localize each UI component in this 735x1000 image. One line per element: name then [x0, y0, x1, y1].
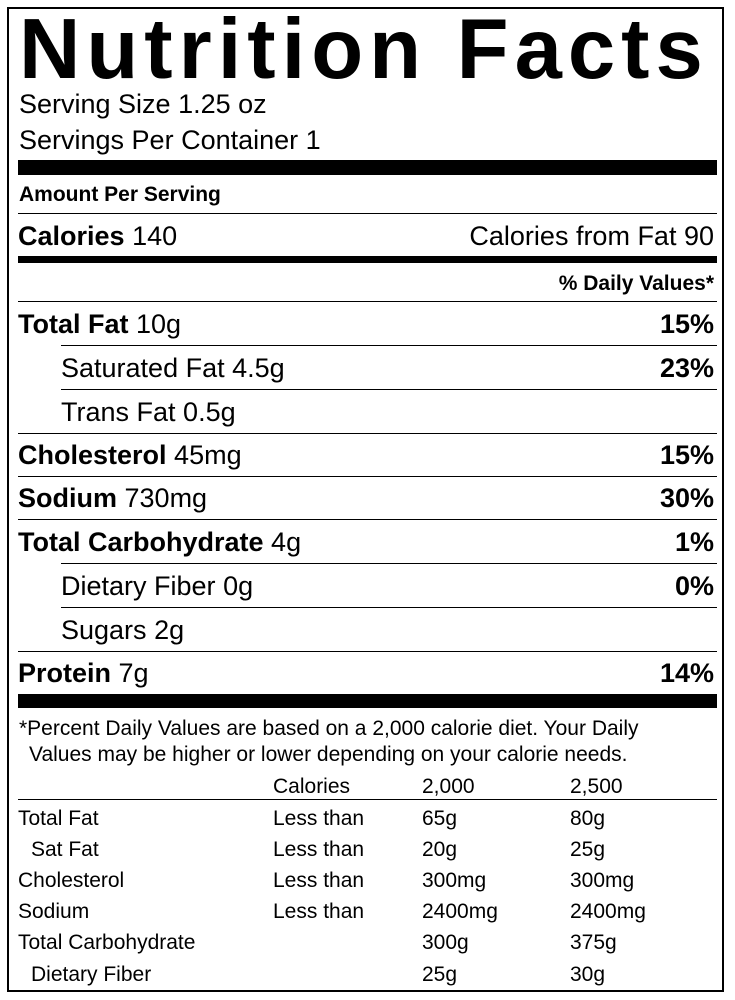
ref-value-2000: 300mg: [422, 869, 487, 892]
nutrient-label: Cholesterol: [18, 440, 167, 470]
ref-nutrient: Dietary Fiber: [31, 963, 152, 986]
nutrient-amount: 0g: [223, 571, 254, 601]
nutrient-label: Protein: [18, 658, 112, 688]
footnote-line-2: Values may be higher or lower depending …: [29, 743, 628, 766]
divider: [18, 799, 717, 800]
nutrient-label: Dietary Fiber: [61, 571, 216, 601]
nutrient-dv: 0%: [674, 571, 714, 601]
ref-limit: Less than: [273, 900, 365, 923]
ref-value-2500: 300mg: [570, 869, 635, 892]
divider: [18, 476, 717, 477]
divider: [18, 213, 717, 214]
divider: [18, 301, 717, 302]
nutrient-label: Sugars: [61, 615, 147, 645]
nutrient-cell: Trans Fat 0.5g: [61, 399, 236, 426]
nutrient-cell: Dietary Fiber 0g: [61, 573, 253, 600]
divider: [61, 389, 717, 390]
nutrition-facts-label: Nutrition Facts Serving Size 1.25 oz Ser…: [7, 7, 724, 992]
divider: [61, 563, 717, 564]
nutrient-amount: 2g: [154, 615, 185, 645]
ref-header-calories: Calories: [273, 775, 351, 798]
nutrient-dv: 1%: [674, 527, 714, 557]
nutrient-label: Trans Fat: [61, 397, 176, 427]
label-title: Nutrition Facts: [19, 2, 709, 97]
ref-nutrient: Sodium: [18, 900, 90, 923]
nutrient-dv: 30%: [659, 483, 714, 513]
ref-value-2500: 375g: [570, 931, 617, 954]
nutrient-label: Saturated Fat: [61, 353, 225, 383]
nutrient-label: Sodium: [18, 483, 117, 513]
nutrient-label: Total Carbohydrate: [18, 527, 264, 557]
nutrient-dv: 14%: [659, 658, 714, 688]
nutrient-amount: 7g: [118, 658, 149, 688]
divider: [18, 433, 717, 434]
nutrient-amount: 4.5g: [232, 353, 285, 383]
ref-header-2000: 2,000: [422, 775, 475, 798]
ref-limit: Less than: [273, 869, 365, 892]
ref-value-2000: 2400mg: [422, 900, 498, 923]
footnote-line-1: *Percent Daily Values are based on a 2,0…: [19, 717, 639, 740]
ref-value-2500: 80g: [570, 807, 606, 830]
nutrient-amount: 730mg: [124, 483, 208, 513]
nutrient-cell: Total Carbohydrate 4g: [18, 529, 301, 556]
divider: [18, 519, 717, 520]
divider: [61, 607, 717, 608]
ref-nutrient: Cholesterol: [18, 869, 125, 892]
nutrient-dv: 23%: [659, 353, 714, 383]
nutrient-amount: 4g: [271, 527, 302, 557]
calories-value: 140: [132, 221, 178, 251]
nutrient-amount: 10g: [136, 309, 182, 339]
serving-size: Serving Size 1.25 oz: [19, 89, 267, 119]
nutrient-label: Total Fat: [18, 309, 129, 339]
nutrient-amount: 45mg: [174, 440, 242, 470]
medium-divider: [18, 256, 717, 263]
calories-label: Calories: [18, 221, 125, 251]
ref-value-2000: 65g: [422, 807, 458, 830]
ref-limit: Less than: [273, 807, 365, 830]
nutrient-cell: Sodium 730mg: [18, 485, 207, 512]
nutrient-cell: Protein 7g: [18, 660, 149, 687]
ref-value-2000: 20g: [422, 838, 458, 861]
ref-value-2000: 300g: [422, 931, 469, 954]
ref-value-2000: 25g: [422, 963, 458, 986]
nutrient-cell: Cholesterol 45mg: [18, 442, 242, 469]
nutrient-dv: 15%: [659, 309, 714, 339]
calories-from-fat: Calories from Fat 90: [469, 221, 714, 251]
ref-nutrient: Total Fat: [18, 807, 99, 830]
ref-nutrient: Sat Fat: [31, 838, 99, 861]
ref-nutrient: Total Carbohydrate: [18, 931, 196, 954]
servings-per-container: Servings Per Container 1: [19, 125, 321, 155]
ref-value-2500: 30g: [570, 963, 606, 986]
divider: [18, 651, 717, 652]
nutrient-amount: 0.5g: [183, 397, 236, 427]
nutrient-dv: 15%: [659, 440, 714, 470]
ref-limit: Less than: [273, 838, 365, 861]
daily-values-header: % Daily Values*: [558, 272, 714, 295]
ref-header-2500: 2,500: [570, 775, 623, 798]
amount-per-serving: Amount Per Serving: [19, 183, 221, 206]
thick-divider: [18, 694, 717, 708]
nutrient-cell: Total Fat 10g: [18, 311, 181, 338]
ref-value-2500: 2400mg: [570, 900, 646, 923]
nutrient-cell: Sugars 2g: [61, 617, 184, 644]
divider: [61, 345, 717, 346]
ref-value-2500: 25g: [570, 838, 606, 861]
calories-cell: Calories 140: [18, 223, 177, 250]
thick-divider: [18, 160, 717, 175]
nutrient-cell: Saturated Fat 4.5g: [61, 355, 285, 382]
